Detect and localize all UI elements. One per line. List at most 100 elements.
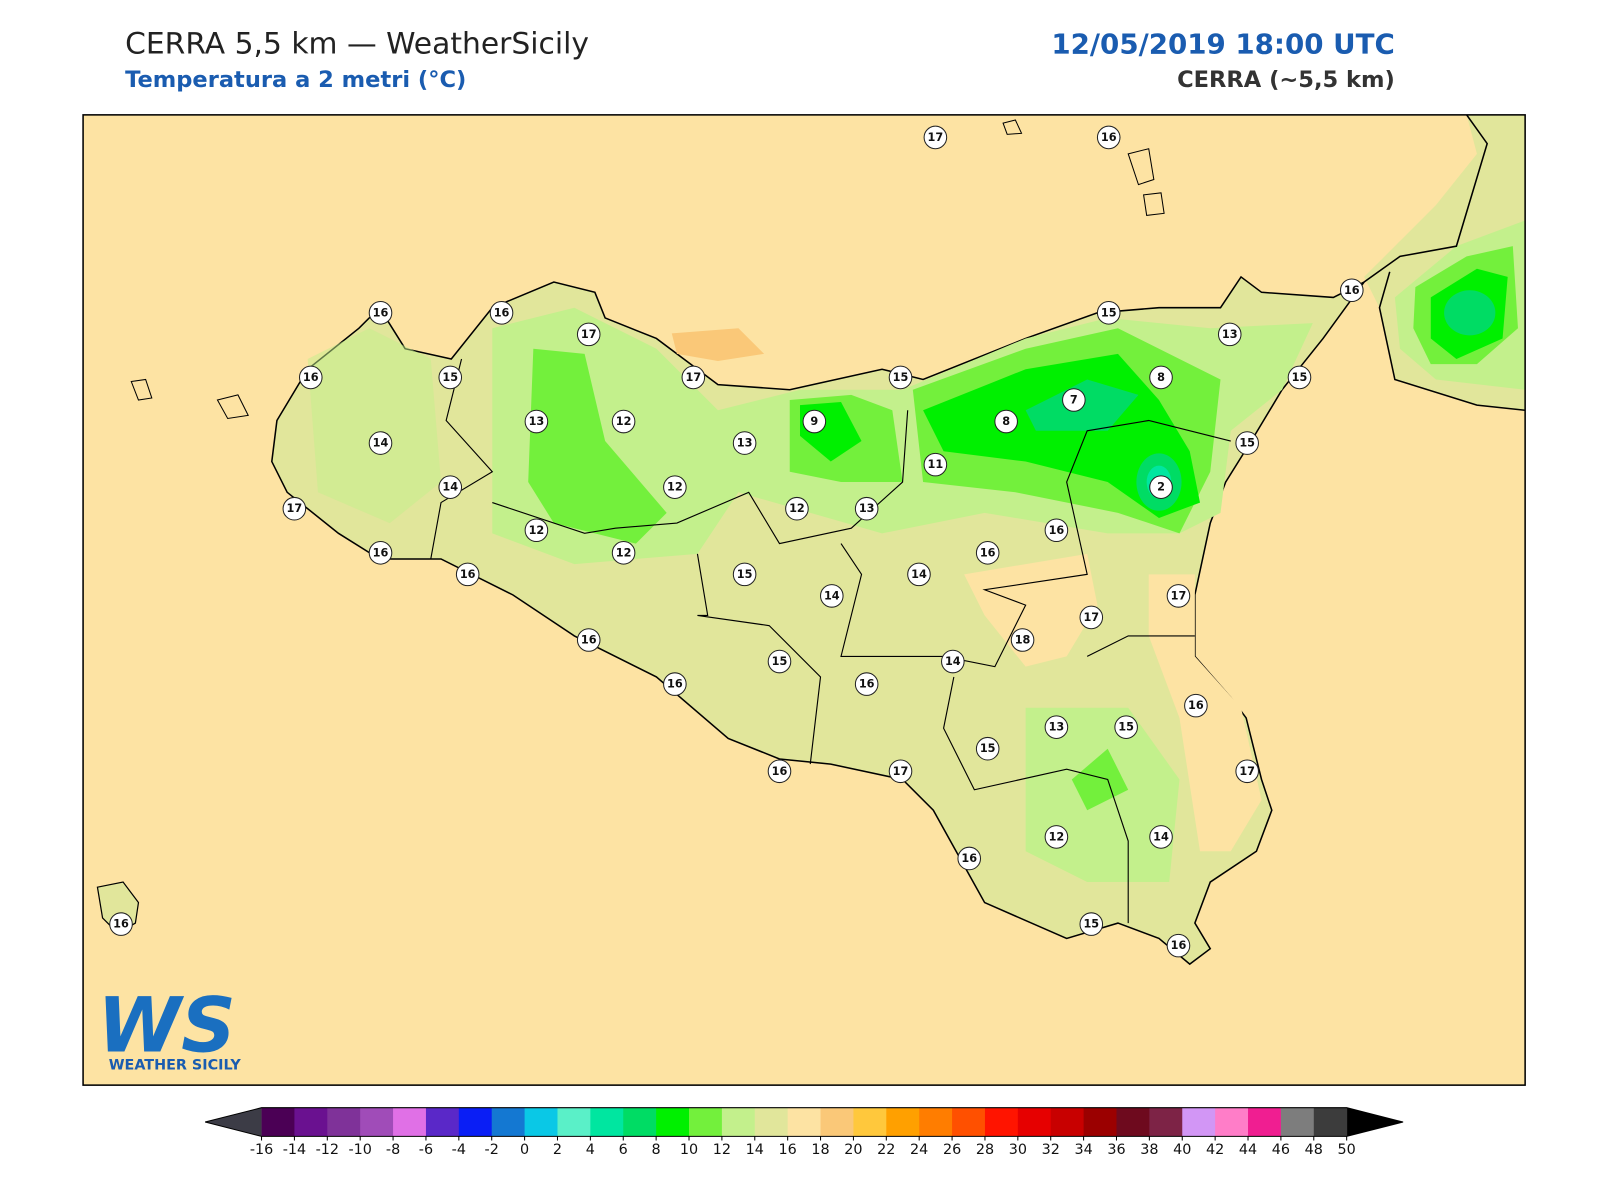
colorbar-swatch: [721, 1107, 756, 1137]
station-marker: [489, 301, 514, 325]
colorbar-swatch: [1083, 1107, 1118, 1137]
station-value: 14: [911, 568, 927, 581]
field-10: [528, 348, 667, 544]
colorbar-tick-label: 30: [1009, 1142, 1027, 1158]
colorbar-swatch: [689, 1107, 723, 1137]
station-value: 18: [1015, 634, 1031, 647]
colorbar-swatch: [1017, 1107, 1052, 1137]
colorbar-tick-label: 12: [713, 1142, 731, 1158]
colorbar-over: [1346, 1107, 1404, 1137]
station-value: 16: [1188, 699, 1204, 712]
colorbar-swatch: [1182, 1107, 1216, 1137]
station-marker: [819, 584, 844, 608]
station-value: 16: [373, 306, 389, 319]
station-marker: [1044, 715, 1069, 739]
colorbar-tick-label: 6: [619, 1142, 628, 1158]
station-value: 15: [1292, 371, 1308, 384]
station-marker: [767, 759, 792, 784]
colorbar-swatch: [524, 1107, 558, 1137]
colorbar-tick-label: 16: [779, 1142, 797, 1158]
colorbar-swatch: [1248, 1107, 1282, 1137]
station-marker: [923, 125, 948, 150]
colorbar-swatch: [754, 1107, 789, 1137]
station-marker: [1217, 322, 1242, 347]
colorbar-swatch: [590, 1107, 624, 1137]
station-value: 13: [737, 437, 753, 450]
colorbar-tick-label: 36: [1107, 1142, 1125, 1158]
station-value: 16: [581, 634, 597, 647]
map-area: 17 16 16 16 17 15 16 13 16 15 17 15 8 15 7 13 12 9 8 14 13 15…: [82, 114, 1526, 1086]
station-marker: [1010, 628, 1035, 652]
colorbar-tick-label: 8: [652, 1142, 661, 1158]
colorbar-swatch: [623, 1107, 657, 1137]
colorbar-tick-label: 28: [976, 1142, 994, 1158]
station-value: 16: [1171, 939, 1187, 952]
station-marker: [854, 672, 879, 696]
colorbar-tick-label: 38: [1140, 1142, 1158, 1158]
colorbar-tick-label: -4: [452, 1142, 466, 1158]
station-value: 15: [1239, 437, 1255, 450]
station-value: 14: [1153, 830, 1169, 843]
colorbar: -16 -14 -12 -10 -8 -6 -4 -2 0 2 4 6 8 10 12 14 16 18 20 22 2…: [205, 1107, 1404, 1158]
colorbar-tick-label: 42: [1206, 1142, 1224, 1158]
station-value: 12: [1049, 830, 1065, 843]
station-marker: [1044, 518, 1069, 543]
station-value: 15: [1101, 306, 1117, 319]
station-marker: [957, 846, 982, 871]
colorbar-swatch: [787, 1107, 822, 1137]
field-14: [307, 328, 442, 524]
station-value: 15: [980, 742, 996, 755]
colorbar-tick-label: -8: [386, 1142, 400, 1158]
station-value: 15: [893, 371, 909, 384]
station-value: 16: [303, 371, 319, 384]
station-marker: [611, 409, 636, 434]
station-value: 16: [373, 546, 389, 559]
station-value: 12: [616, 415, 632, 428]
colorbar-tick-label: 50: [1338, 1142, 1356, 1158]
station-marker: [1235, 759, 1259, 784]
colorbar-tick-label: 32: [1042, 1142, 1060, 1158]
station-value: 16: [460, 568, 476, 581]
station-marker: [888, 365, 913, 390]
colorbar-swatch: [458, 1107, 493, 1137]
colorbar-swatch: [491, 1107, 526, 1137]
island: [1143, 192, 1165, 216]
colorbar-tick-label: -10: [348, 1142, 371, 1158]
station-value: 8: [1157, 371, 1165, 384]
colorbar-swatch: [393, 1107, 427, 1137]
station-marker: [524, 409, 549, 434]
station-marker: [681, 365, 706, 390]
colorbar-tick-label: 4: [586, 1142, 595, 1158]
station-marker: [1149, 365, 1173, 390]
station-marker: [854, 496, 879, 521]
station-marker: [1044, 825, 1069, 849]
station-marker: [802, 409, 827, 434]
station-marker: [994, 409, 1018, 434]
station-value: 16: [961, 852, 977, 865]
station-value: 12: [616, 546, 632, 559]
colorbar-tick-label: -12: [316, 1142, 339, 1158]
logo-mark: WS: [97, 981, 235, 1069]
station-marker: [109, 912, 133, 936]
station-value: 2: [1157, 481, 1165, 494]
station-value: 17: [287, 502, 303, 515]
colorbar-tick-label: 44: [1239, 1142, 1257, 1158]
station-marker: [282, 496, 307, 521]
colorbar-tick-label: 10: [680, 1142, 698, 1158]
stations: 17 16 16 16 17 15 16 13 16 15 17 15 8 15 7 13 12 9 8 14 13 15…: [109, 125, 1364, 958]
datetime: 12/05/2019 18:00 UTC: [1051, 27, 1394, 60]
fields: [96, 114, 1526, 966]
station-marker: [1096, 125, 1121, 150]
colorbar-swatch: [557, 1107, 591, 1137]
station-value: 8: [1002, 415, 1010, 428]
station-value: 17: [581, 328, 597, 341]
colorbar-tick-label: 0: [520, 1142, 529, 1158]
province-borders: [430, 358, 1231, 924]
station-value: 12: [789, 502, 805, 515]
colorbar-under: [205, 1107, 262, 1137]
colorbar-swatch: [853, 1107, 887, 1137]
station-value: 17: [685, 371, 701, 384]
colorbar-swatch: [984, 1107, 1019, 1137]
colorbar-tick-label: 48: [1305, 1142, 1323, 1158]
